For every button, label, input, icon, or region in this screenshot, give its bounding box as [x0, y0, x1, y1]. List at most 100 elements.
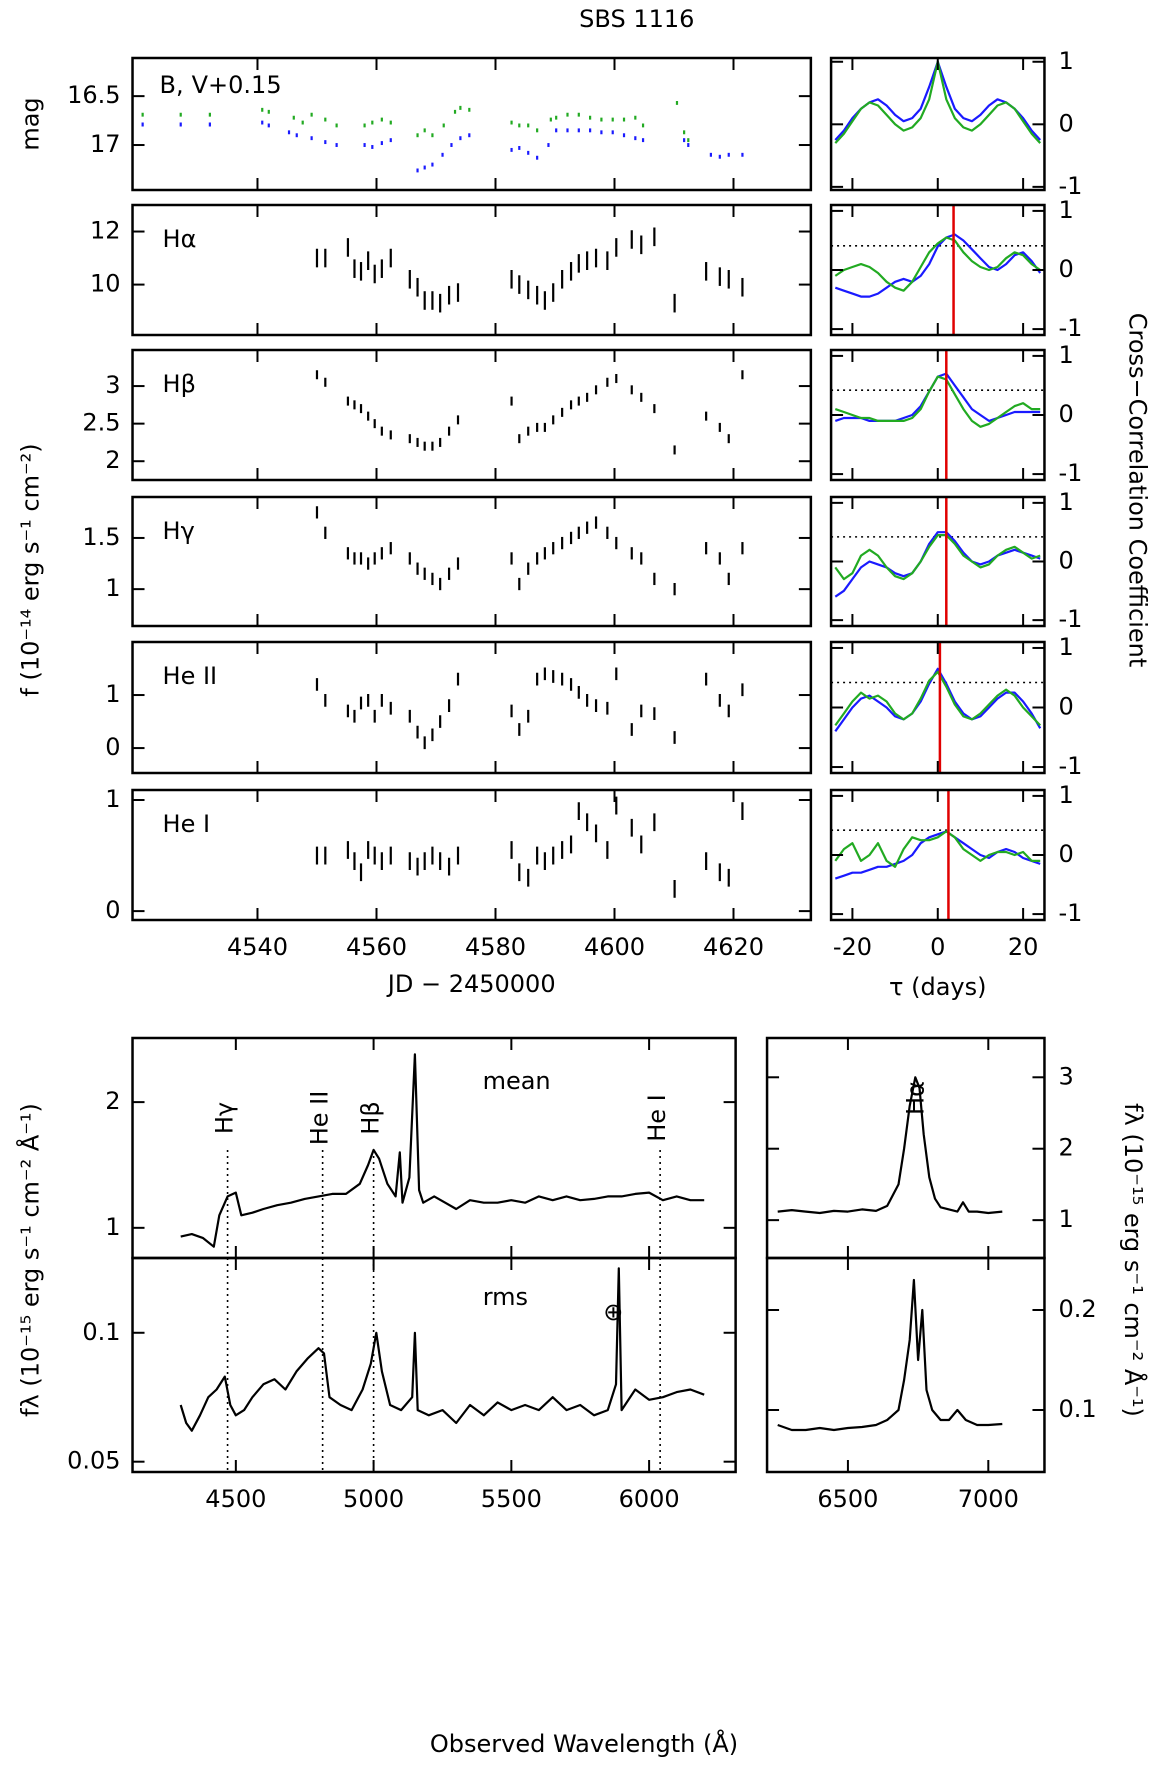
frame [131, 1036, 737, 1260]
x-tick-label: 7000 [958, 1485, 1019, 1513]
plot-area [831, 642, 1045, 773]
series-line [834, 60, 1042, 141]
x-tick-label: 4620 [703, 933, 764, 961]
plot-area [315, 796, 744, 898]
series-line [834, 60, 1042, 144]
series-line [777, 1076, 1003, 1215]
plot-area [777, 1076, 1003, 1215]
y-tick-label: 0 [1058, 400, 1073, 428]
plot-area [179, 1267, 705, 1432]
x-tick-label: 4540 [227, 933, 288, 961]
panel-label: rms [483, 1283, 528, 1311]
y-tick-label: 2 [105, 1087, 120, 1115]
legend-separator: , [176, 71, 184, 99]
panel-label: He I [163, 810, 211, 838]
y-tick-label: -1 [1058, 172, 1082, 200]
plot-area [831, 205, 1045, 335]
x-tick-label: 5000 [343, 1485, 404, 1513]
frame [131, 1256, 737, 1474]
y-tick-label: 17 [90, 130, 121, 158]
y-tick-label: 0 [1058, 840, 1073, 868]
x-axis-label: τ (days) [889, 973, 986, 1001]
frame [765, 1036, 1046, 1260]
frame [131, 56, 813, 192]
y-tick-label: 3 [105, 371, 120, 399]
panel-label: Hα [163, 225, 197, 253]
y-axis-label: Cross−Correlation Coefficient [1124, 313, 1152, 668]
series-line [777, 1278, 1003, 1432]
series-line [834, 375, 1041, 428]
series-line [834, 236, 1041, 292]
series-line [834, 670, 1041, 727]
x-tick-label: 4560 [346, 933, 407, 961]
panel-label: He II [163, 662, 218, 690]
frame [829, 56, 1046, 192]
plot-area [141, 101, 744, 173]
x-axis-label: Observed Wavelength (Å) [430, 1729, 738, 1758]
y-tick-label: 10 [90, 270, 121, 298]
frame [765, 1256, 1046, 1474]
x-tick-label: 6500 [817, 1485, 878, 1513]
y-tick-label: 0 [1058, 109, 1073, 137]
x-tick-label: 5500 [481, 1485, 542, 1513]
panel-label: Hγ [163, 517, 195, 545]
y-tick-label: 1 [105, 785, 120, 813]
y-tick-label: 1 [1058, 1205, 1073, 1233]
series-line [834, 830, 1041, 880]
y-tick-label: 0.1 [1058, 1395, 1096, 1423]
y-tick-label: -1 [1058, 459, 1082, 487]
plot-area [315, 370, 744, 455]
y-tick-label: 1 [1058, 633, 1073, 661]
y-tick-label: 1 [105, 680, 120, 708]
y-tick-label: 16.5 [67, 81, 120, 109]
y-tick-label: 3 [1058, 1062, 1073, 1090]
y-axis-label: f (10⁻¹⁴ erg s⁻¹ cm⁻²) [16, 443, 44, 696]
plot-area [831, 790, 1045, 920]
series-line [834, 372, 1041, 422]
series-line [834, 667, 1042, 732]
y-tick-label: 1 [1058, 488, 1073, 516]
plot-area [315, 667, 744, 750]
panel-label: Hβ [163, 370, 196, 398]
frame [131, 640, 813, 775]
y-tick-label: 1 [1058, 341, 1073, 369]
frame [131, 348, 813, 482]
y-tick-label: 0 [1058, 255, 1073, 283]
x-tick-label: 4580 [465, 933, 526, 961]
y-tick-label: 2 [105, 446, 120, 474]
y-tick-label: 1 [1058, 196, 1073, 224]
telluric-symbol: ⊕ [603, 1298, 623, 1326]
y-tick-label: 0 [1058, 693, 1073, 721]
frame [829, 348, 1046, 482]
y-axis-label: fλ (10⁻¹⁵ erg s⁻¹ cm⁻² Å⁻¹) [15, 1103, 44, 1417]
x-tick-label: 6000 [619, 1485, 680, 1513]
plot-area [315, 506, 744, 596]
series-line [834, 830, 1041, 868]
y-axis-label: fλ (10⁻¹⁵ erg s⁻¹ cm⁻² Å⁻¹) [1119, 1103, 1148, 1417]
legend-label: B [160, 71, 176, 99]
x-tick-label: -20 [833, 933, 872, 961]
line-label: Hα [902, 1081, 930, 1115]
frame [131, 203, 813, 337]
plot-area [180, 1053, 705, 1248]
y-tick-label: 0.2 [1058, 1295, 1096, 1323]
y-tick-label: 0.05 [67, 1447, 120, 1475]
y-tick-label: 1 [105, 574, 120, 602]
figure-title: SBS 1116 [579, 5, 694, 33]
line-marker-label: Hβ [357, 1101, 385, 1134]
plot-area [831, 497, 1045, 626]
line-marker-label: He I [643, 1094, 671, 1142]
x-axis-label: JD − 2450000 [386, 970, 556, 998]
x-tick-label: 0 [930, 933, 945, 961]
plot-area [834, 60, 1042, 144]
y-tick-label: 2.5 [82, 409, 120, 437]
plot-area [777, 1278, 1003, 1432]
series-line [834, 233, 1042, 298]
y-axis-label: mag [16, 97, 44, 150]
frame [131, 495, 813, 628]
x-tick-label: 20 [1008, 933, 1039, 961]
frame [131, 788, 813, 922]
y-tick-label: 1 [1058, 781, 1073, 809]
y-tick-label: -1 [1058, 899, 1082, 927]
